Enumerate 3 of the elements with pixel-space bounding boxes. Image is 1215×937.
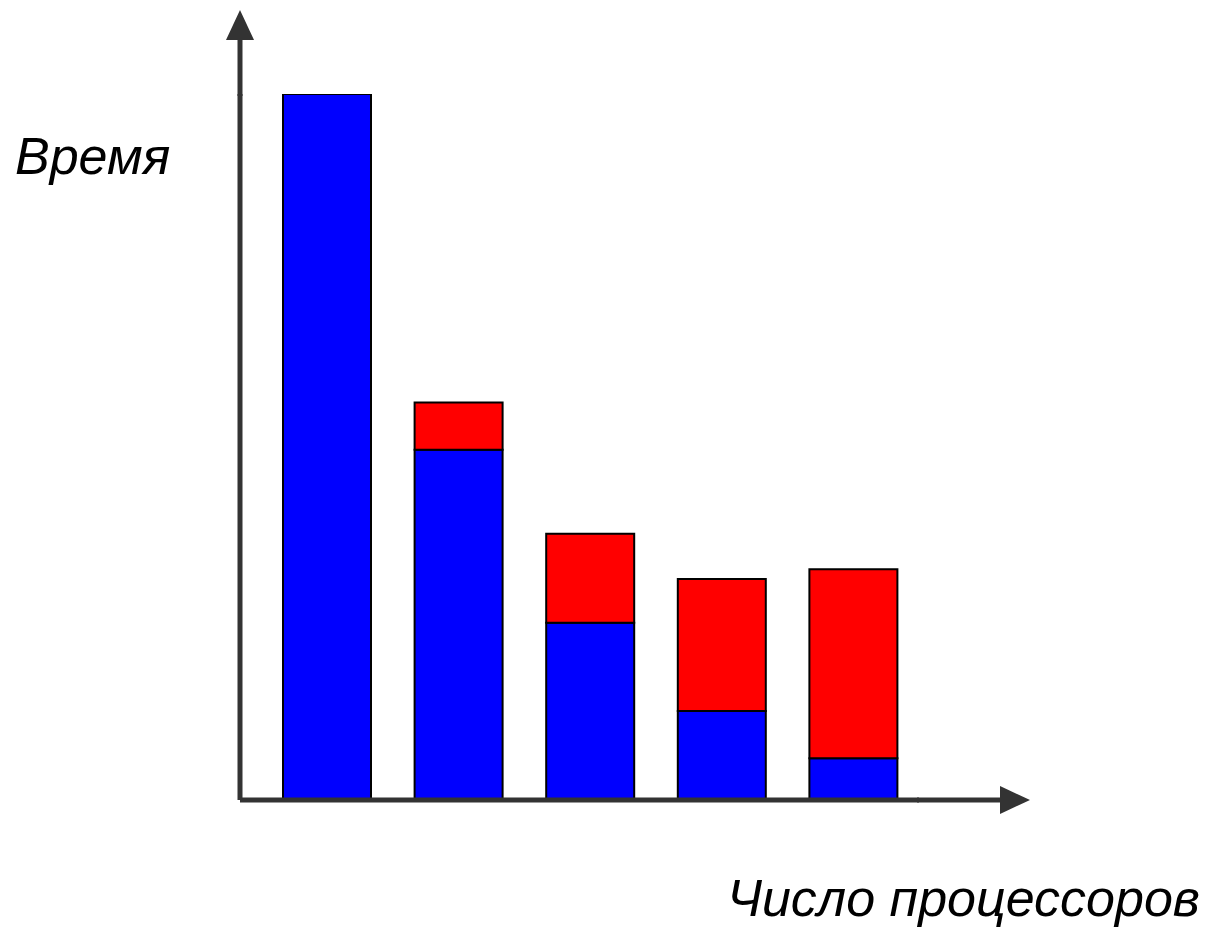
x-axis-title: Число процессоров [726, 869, 1200, 927]
y-axis-title: Время [15, 127, 171, 185]
bar [282, 94, 372, 800]
